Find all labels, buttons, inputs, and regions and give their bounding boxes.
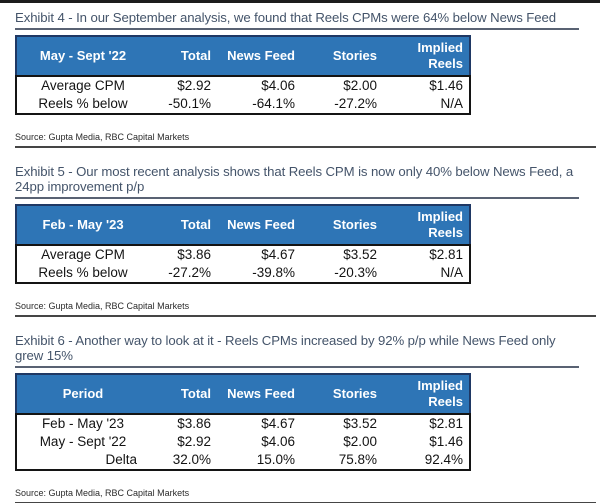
column-header: Implied Reels (417, 208, 463, 240)
value-cell: N/A (383, 94, 470, 114)
exhibit-6: Exhibit 6 - Another way to look at it - … (15, 333, 600, 503)
cpm-growth-table: Period Total News Feed Stories Implied Reels… (15, 372, 471, 471)
period-column-header: Feb - May '23 (42, 216, 124, 232)
value-cell: -50.1% (149, 94, 217, 114)
row-label: Reels % below (16, 263, 149, 283)
column-header: News Feed (227, 216, 295, 232)
value-cell: $2.00 (301, 75, 383, 95)
table-row: Average CPM $3.86 $4.67 $3.52 $2.81 (16, 244, 470, 264)
value-cell: $4.06 (217, 432, 301, 451)
value-cell: -64.1% (217, 94, 301, 114)
value-cell: $1.46 (383, 75, 470, 95)
cpm-comparison-table: Feb - May '23 Total News Feed Stories Implie… (15, 203, 471, 284)
column-header: News Feed (227, 47, 295, 63)
table-row: Reels % below -27.2% -39.8% -20.3% N/A (16, 263, 470, 283)
value-cell: $4.06 (217, 75, 301, 95)
value-cell: 15.0% (217, 450, 301, 470)
value-cell: N/A (383, 263, 470, 283)
column-header: Stories (332, 47, 377, 63)
value-cell: 92.4% (383, 450, 470, 470)
column-header: Stories (332, 385, 377, 401)
period-column-header: Period (62, 385, 104, 401)
top-divider (0, 0, 600, 3)
value-cell: -20.3% (301, 263, 383, 283)
exhibit-title: Exhibit 5 - Our most recent analysis sho… (15, 164, 579, 199)
table-row: Reels % below -50.1% -64.1% -27.2% N/A (16, 94, 470, 114)
exhibit-title: Exhibit 4 - In our September analysis, w… (15, 10, 579, 30)
value-cell: $4.67 (217, 244, 301, 264)
value-cell: -27.2% (149, 263, 217, 283)
value-cell: $2.81 (383, 413, 470, 433)
column-header: Total (180, 216, 211, 232)
value-cell: $2.92 (149, 432, 217, 451)
value-cell: $3.52 (301, 413, 383, 433)
source-note: Source: Gupta Media, RBC Capital Markets (15, 488, 596, 503)
value-cell: 32.0% (149, 450, 217, 470)
row-label: Delta (16, 450, 149, 470)
table-row: May - Sept '22 $2.92 $4.06 $2.00 $1.46 (16, 432, 470, 451)
header-row: Period Total News Feed Stories Implied Reels (16, 373, 470, 414)
value-cell: $3.52 (301, 244, 383, 264)
column-header: Implied Reels (417, 377, 463, 409)
source-note: Source: Gupta Media, RBC Capital Markets (15, 132, 596, 148)
value-cell: $4.67 (217, 413, 301, 433)
column-header: Total (180, 385, 211, 401)
column-header: News Feed (227, 385, 295, 401)
row-label: Feb - May '23 (16, 413, 149, 433)
exhibit-title: Exhibit 6 - Another way to look at it - … (15, 333, 579, 368)
value-cell: $2.81 (383, 244, 470, 264)
value-cell: $2.92 (149, 75, 217, 95)
value-cell: 75.8% (301, 450, 383, 470)
exhibit-4: Exhibit 4 - In our September analysis, w… (15, 10, 600, 148)
period-column-header: May - Sept '22 (39, 47, 127, 63)
header-row: May - Sept '22 Total News Feed Stories Impli… (16, 35, 470, 76)
row-label: Average CPM (16, 244, 149, 264)
row-label: Reels % below (16, 94, 149, 114)
row-label: Average CPM (16, 75, 149, 95)
cpm-comparison-table: May - Sept '22 Total News Feed Stories Impli… (15, 34, 471, 115)
column-header: Implied Reels (417, 39, 463, 71)
value-cell: $3.86 (149, 244, 217, 264)
value-cell: $3.86 (149, 413, 217, 433)
source-note: Source: Gupta Media, RBC Capital Markets (15, 301, 596, 317)
table-row: Feb - May '23 $3.86 $4.67 $3.52 $2.81 (16, 413, 470, 433)
table-row: Average CPM $2.92 $4.06 $2.00 $1.46 (16, 75, 470, 95)
header-row: Feb - May '23 Total News Feed Stories Implie… (16, 204, 470, 245)
value-cell: $1.46 (383, 432, 470, 451)
row-label: May - Sept '22 (16, 432, 149, 451)
column-header: Total (180, 47, 211, 63)
column-header: Stories (332, 216, 377, 232)
table-row: Delta 32.0% 15.0% 75.8% 92.4% (16, 450, 470, 470)
exhibit-5: Exhibit 5 - Our most recent analysis sho… (15, 164, 600, 317)
value-cell: $2.00 (301, 432, 383, 451)
value-cell: -27.2% (301, 94, 383, 114)
value-cell: -39.8% (217, 263, 301, 283)
